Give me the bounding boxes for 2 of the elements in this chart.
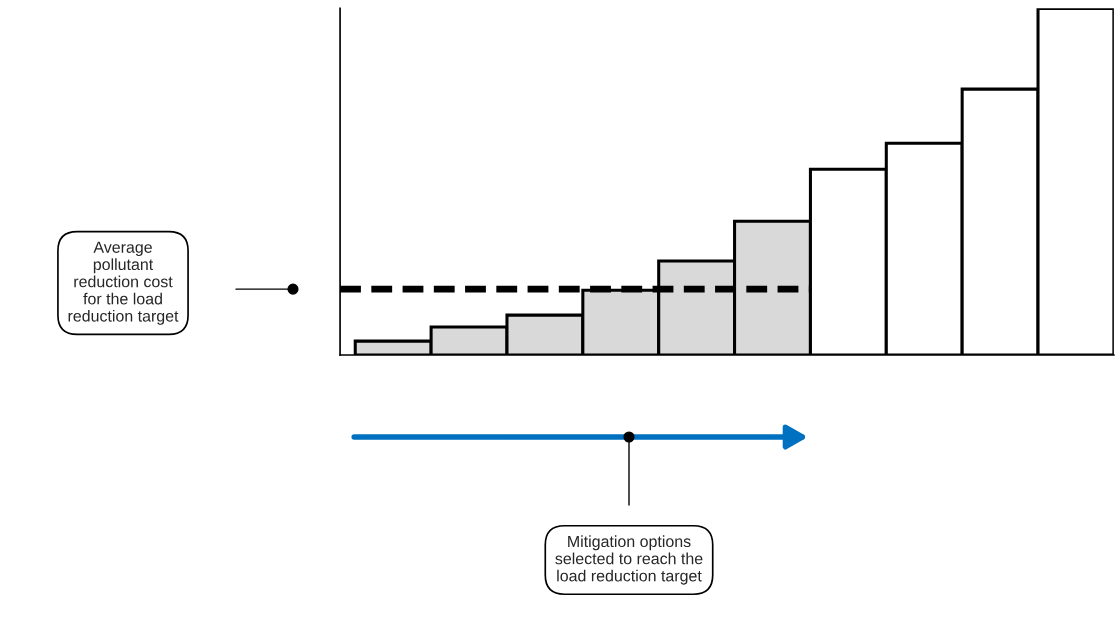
text: Mitigation options selected to reach the load reduction target [555, 535, 703, 585]
ref-line-label: Average pollutant reduction cost for the load reduction target [68, 241, 179, 325]
